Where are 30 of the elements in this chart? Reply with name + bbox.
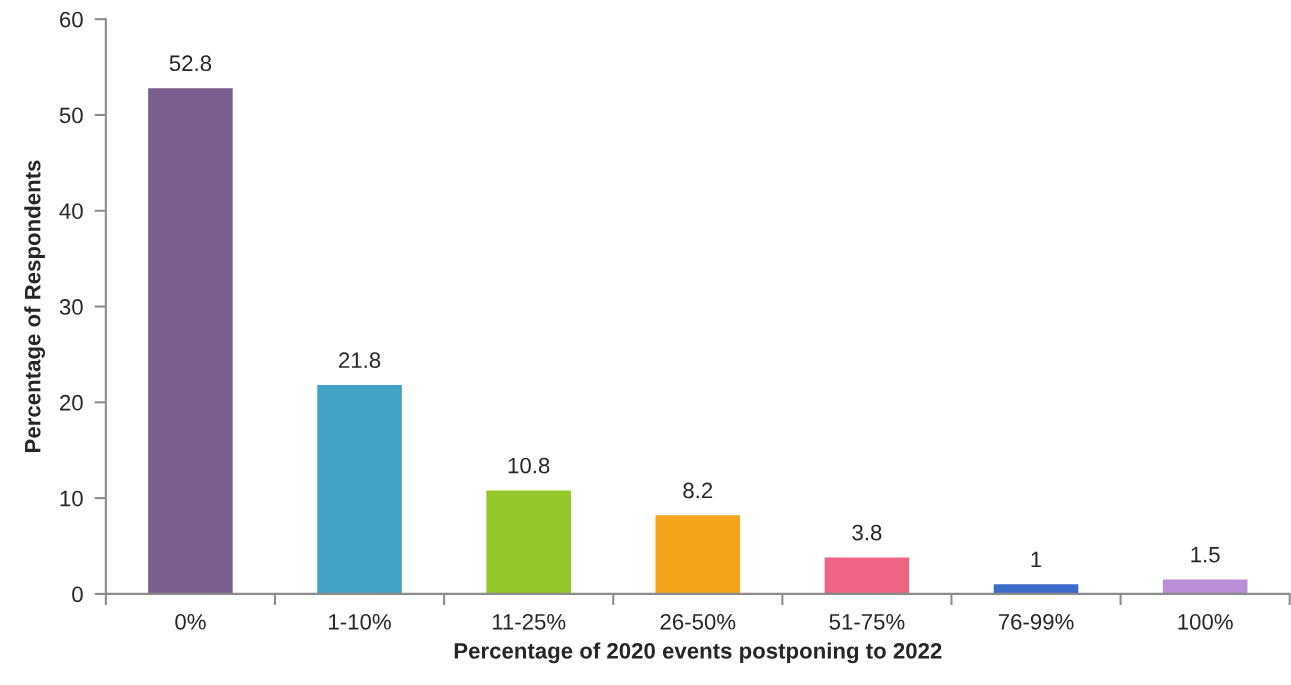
bar	[148, 88, 233, 594]
y-tick-label: 10	[60, 490, 83, 507]
y-tick-label: 50	[59, 107, 83, 124]
data-label: 21.8	[339, 352, 381, 369]
bar	[1162, 579, 1248, 594]
x-tick-label: 76-99%	[998, 613, 1074, 630]
x-tick-label: 26-50%	[660, 613, 736, 630]
data-label: 10.8	[508, 457, 550, 474]
bar	[317, 385, 402, 594]
bar	[486, 490, 571, 594]
x-tick-label: 100%	[1178, 613, 1233, 630]
y-axis-title: Percentage of Respondents	[24, 160, 46, 452]
data-label: 52.8	[169, 55, 212, 72]
bar	[655, 515, 741, 594]
data-label: 3.8	[852, 524, 882, 541]
y-tick-label: 20	[60, 394, 83, 411]
x-tick-label: 51-75%	[829, 614, 905, 630]
bar	[824, 557, 910, 594]
data-label: 1.5	[1191, 546, 1220, 563]
x-axis-title: Percentage of 2020 events postponing to 2022	[454, 642, 942, 664]
x-tick-label: 11-25%	[492, 613, 566, 630]
bar	[993, 584, 1079, 594]
data-label: 1	[1031, 551, 1042, 568]
y-tick-label: 0	[72, 586, 83, 603]
y-tick-label: 60	[60, 11, 83, 28]
x-tick-label: 1-10%	[329, 613, 391, 630]
x-tick-label: 0%	[175, 613, 206, 630]
y-tick-label: 30	[59, 299, 83, 315]
y-tick-label: 40	[59, 203, 83, 220]
data-label: 8.2	[683, 482, 713, 499]
